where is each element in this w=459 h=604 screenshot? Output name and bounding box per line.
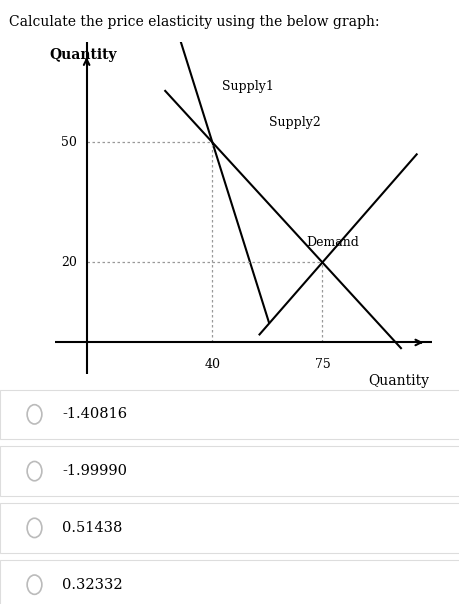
Text: 20: 20 — [61, 256, 77, 269]
Text: -1.40816: -1.40816 — [62, 407, 127, 422]
Text: 0.51438: 0.51438 — [62, 521, 122, 535]
Text: 0.32332: 0.32332 — [62, 577, 123, 592]
Text: Supply1: Supply1 — [221, 80, 273, 93]
Text: 40: 40 — [204, 358, 220, 371]
Text: -1.99990: -1.99990 — [62, 464, 127, 478]
Text: Calculate the price elasticity using the below graph:: Calculate the price elasticity using the… — [9, 15, 379, 29]
Text: 50: 50 — [61, 136, 77, 149]
Text: Demand: Demand — [306, 236, 359, 249]
Text: Quantity: Quantity — [49, 48, 116, 62]
Text: Supply2: Supply2 — [269, 117, 320, 129]
Text: 75: 75 — [314, 358, 330, 371]
Text: Quantity: Quantity — [368, 374, 428, 388]
